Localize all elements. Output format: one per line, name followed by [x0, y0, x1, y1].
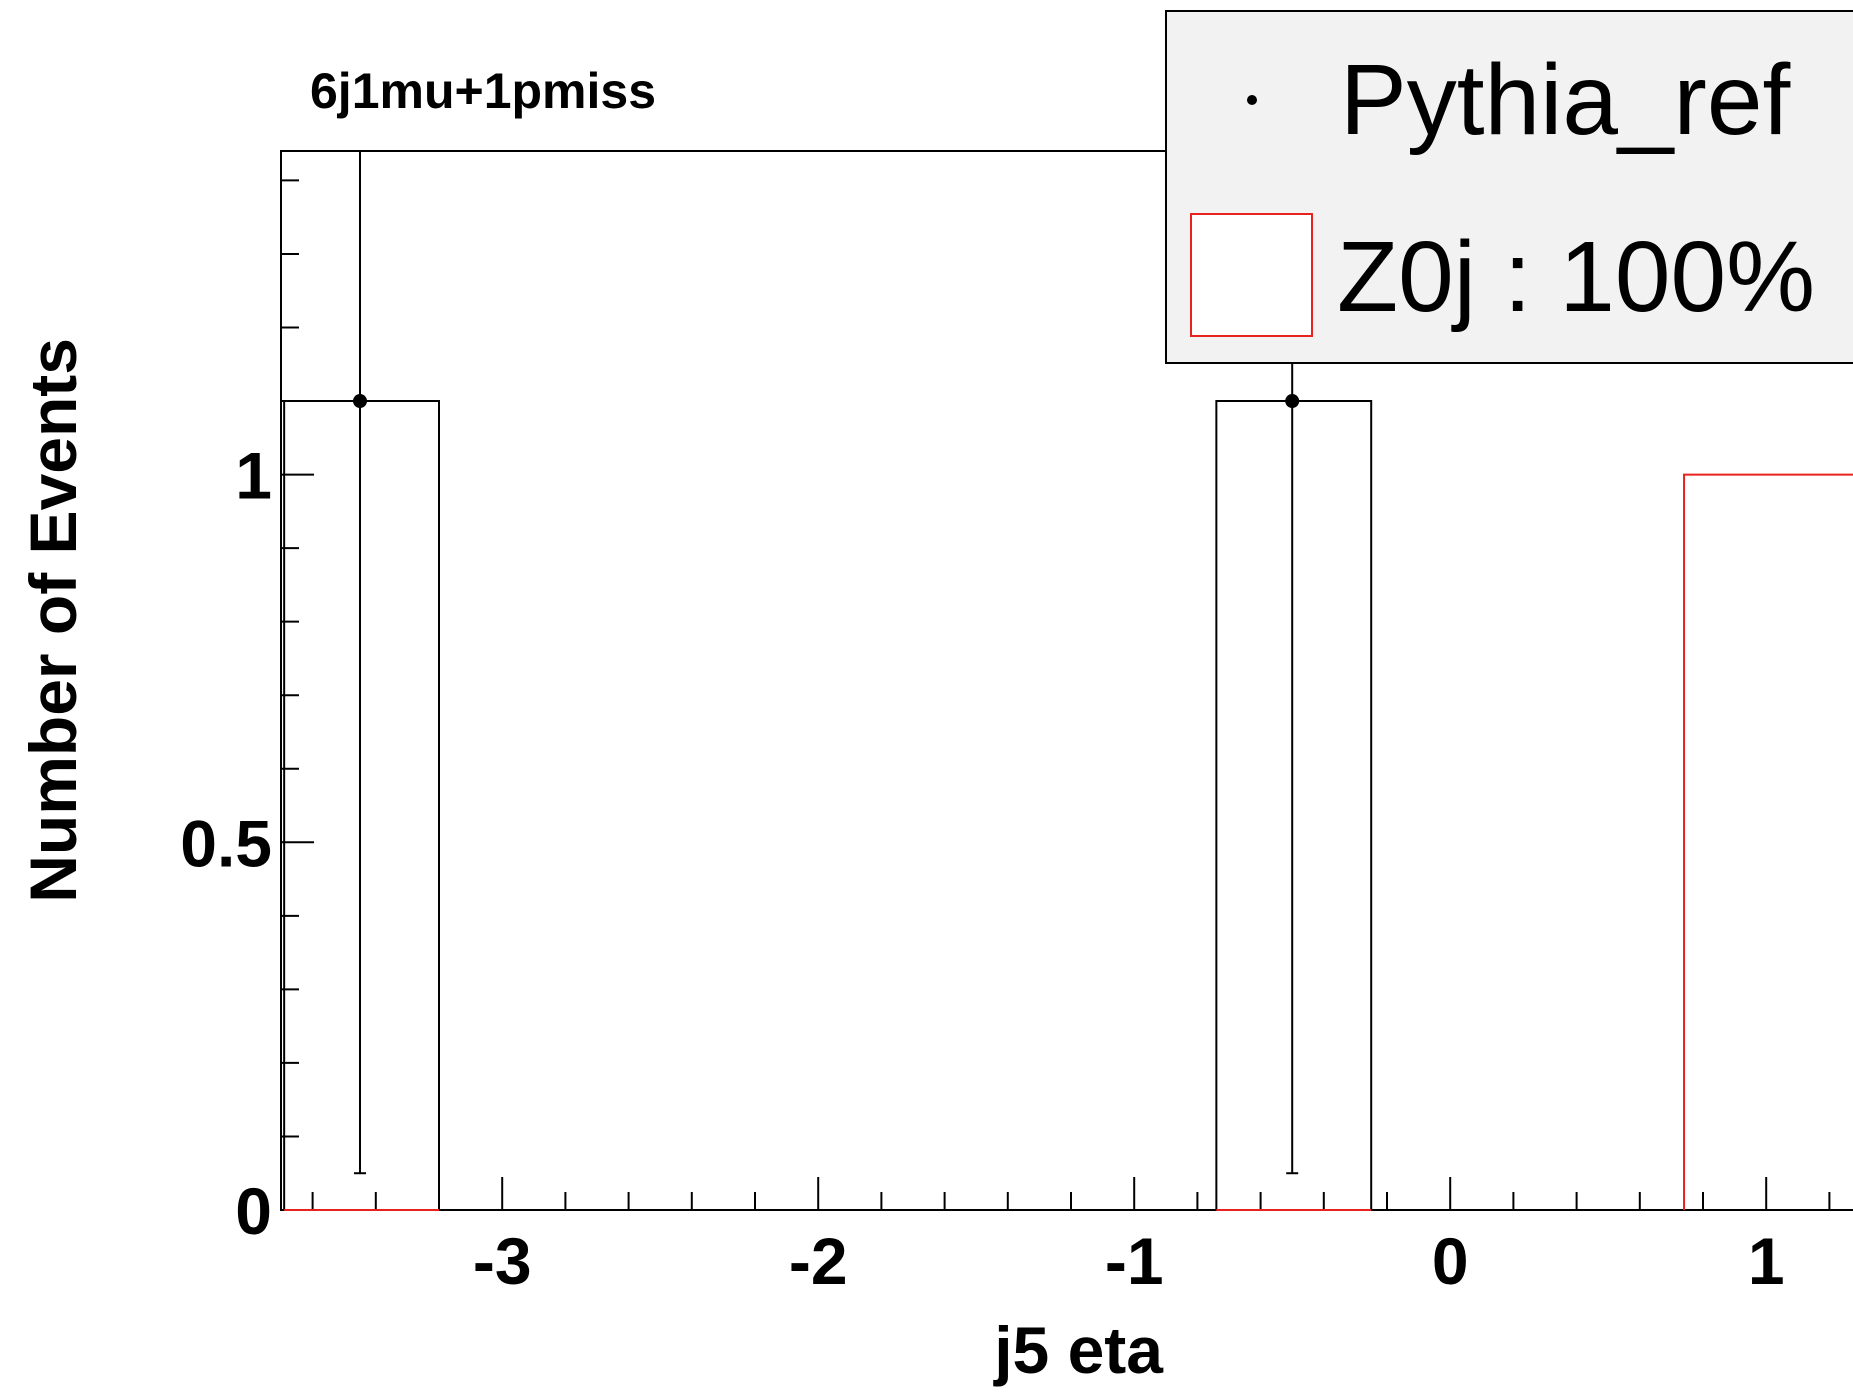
x-tick-label: -3	[473, 1224, 532, 1298]
axis-ticks: -3 -2 -1 0 1 0 0.5 1	[180, 179, 1831, 1298]
chart-title: 6j1mu+1pmiss	[310, 63, 656, 119]
pythia-ref-point	[1285, 394, 1300, 409]
pythia-ref-bar	[1215, 400, 1373, 1210]
y-axis-label: Number of Events	[16, 338, 90, 903]
y-tick-label: 1	[235, 439, 272, 513]
legend: Pythia_ref Z0j : 100%	[1165, 10, 1853, 364]
histogram-bars	[283, 400, 1853, 1211]
x-tick-label: 1	[1748, 1224, 1785, 1298]
y-tick-label: 0	[235, 1174, 272, 1248]
x-tick-label: -2	[789, 1224, 848, 1298]
legend-label-pythia-ref: Pythia_ref	[1340, 44, 1790, 156]
legend-marker-pythia-ref	[1247, 95, 1257, 105]
legend-marker-z0j	[1190, 213, 1313, 337]
pythia-ref-point	[353, 394, 367, 409]
x-tick-label: -1	[1105, 1224, 1164, 1298]
pythia-ref-bar	[283, 400, 440, 1210]
z0j-histogram-bar	[1683, 473, 1853, 1210]
x-tick-label: 0	[1432, 1224, 1469, 1298]
data-points	[353, 151, 1300, 1175]
y-tick-label: 0.5	[180, 806, 272, 880]
legend-label-z0j: Z0j : 100%	[1337, 221, 1815, 333]
x-axis-label: j5 eta	[992, 1313, 1164, 1387]
